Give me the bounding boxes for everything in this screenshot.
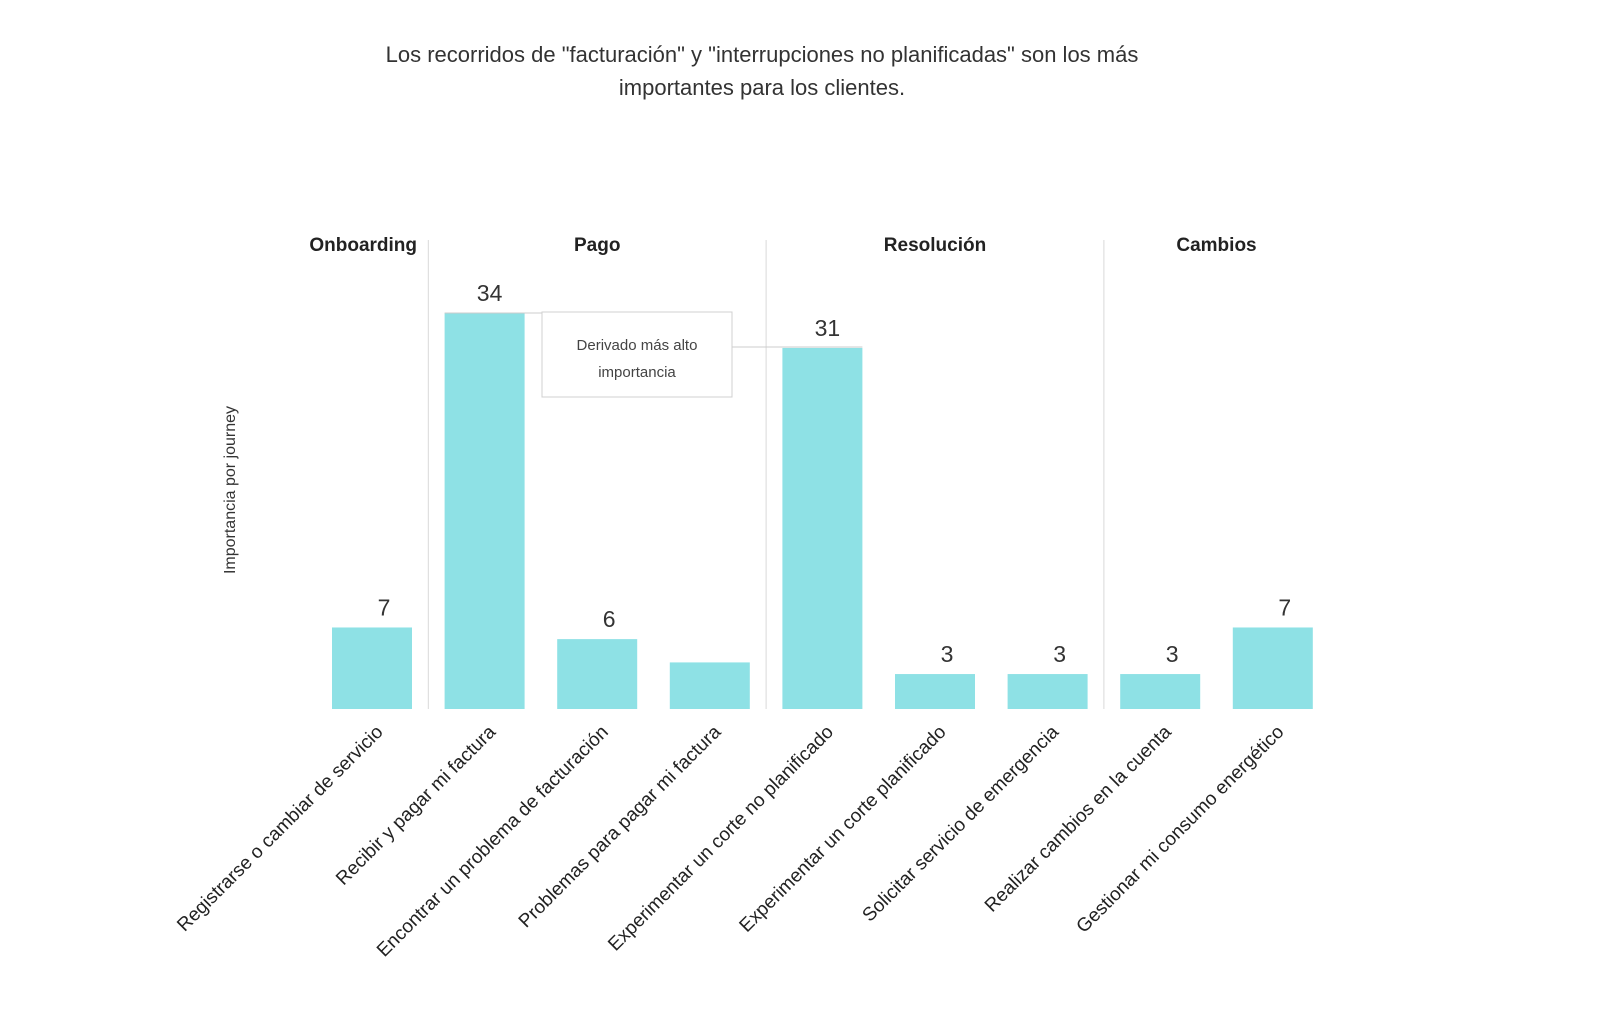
bar (669, 662, 750, 709)
data-label: 3 (1166, 641, 1179, 667)
bar (332, 627, 412, 709)
x-tick-label: Registrarse o cambiar de servicio (173, 722, 387, 936)
bar (444, 313, 525, 709)
group-header-cambios: Cambios (1176, 235, 1256, 256)
data-label: 31 (815, 315, 841, 341)
group-header-onboarding: Onboarding (309, 235, 417, 256)
x-tick-label: Problemas para pagar mi factura (515, 721, 726, 932)
data-label: 6 (603, 606, 616, 632)
chart-title: Los recorridos de "facturación" y "inter… (0, 38, 1524, 104)
title-line-2: importantes para los clientes. (618, 75, 906, 100)
data-label: 7 (1278, 594, 1291, 620)
x-tick-label: Solicitar servicio de emergencia (859, 721, 1064, 926)
annotation-text: importancia (598, 364, 676, 381)
x-tick-label: Encontrar un problema de facturación (373, 722, 613, 962)
data-label: 7 (378, 594, 391, 620)
x-tick-label: Gestionar mi consumo energético (1073, 722, 1289, 938)
annotation-text: Derivado más alto (577, 337, 698, 354)
y-axis-label: Importancia por journey (222, 406, 239, 574)
group-header-pago: Pago (574, 235, 620, 256)
bar (782, 347, 863, 709)
bar (1007, 674, 1088, 709)
data-label: 3 (1053, 641, 1066, 667)
x-tick-label: Experimentar un corte no planificado (604, 722, 838, 956)
bar (1120, 674, 1201, 709)
group-header-resolución: Resolución (884, 235, 986, 256)
title-line-1: Los recorridos de "facturación" y "inter… (385, 42, 1139, 67)
bar (557, 639, 638, 709)
annotation-box (541, 311, 733, 398)
data-label: 3 (941, 641, 954, 667)
data-label: 34 (477, 280, 503, 306)
x-tick-label: Experimentar un corte planificado (736, 722, 951, 937)
bar (895, 674, 975, 709)
bar (1232, 627, 1313, 709)
x-tick-label: Realizar cambios en la cuenta (981, 721, 1176, 916)
